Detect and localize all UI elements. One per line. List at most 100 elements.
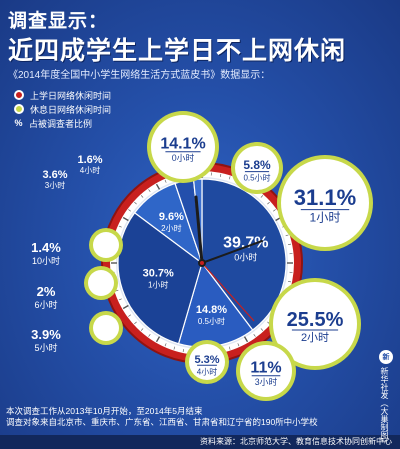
- holiday-bubble-body: [93, 315, 119, 341]
- clock-tick: [164, 179, 167, 183]
- legend-item-holiday: 休息日网络休闲时间: [14, 102, 111, 116]
- clock-tick: [118, 225, 122, 228]
- holiday-hours-label: 0小时: [172, 152, 195, 163]
- school-hours-label: 0.5小时: [198, 316, 225, 326]
- clock-tick: [122, 216, 129, 222]
- xinhua-logo-icon: 新: [379, 350, 393, 364]
- school-hours-label: 1小时: [148, 280, 168, 290]
- holiday-hours-label: 0.5小时: [243, 173, 270, 183]
- clock-tick: [173, 346, 176, 350]
- holiday-value-label-outside: 2%: [37, 284, 56, 299]
- holiday-hours-label: 1小时: [310, 211, 341, 225]
- headline: 近四成学生上学日不上网休闲: [8, 37, 347, 65]
- holiday-hours-label-outside: 5小时: [34, 342, 57, 353]
- holiday-bubble-body: [273, 282, 357, 366]
- clock-tick: [260, 195, 264, 198]
- legend-label-percent: 占被调查者比例: [29, 118, 93, 129]
- credit: 新 新华社发（大巢制图）: [378, 350, 394, 447]
- school-hours-label: 0小时: [234, 251, 257, 262]
- holiday-hours-label-outside: 10小时: [32, 255, 60, 266]
- legend-label-holiday: 休息日网络休闲时间: [30, 104, 112, 115]
- clock-tick: [118, 298, 122, 301]
- clock-tick: [285, 234, 289, 237]
- school-hours-label: 2小时: [161, 223, 181, 233]
- holiday-value-label-outside: 3.9%: [31, 327, 61, 342]
- holiday-bubble-body: [240, 345, 292, 397]
- clock-tick: [155, 183, 161, 190]
- holiday-hours-label-outside: 6小时: [34, 299, 57, 310]
- clock-tick: [228, 346, 231, 350]
- holiday-value-label: 11%: [250, 360, 281, 377]
- credit-text: 新华社发（大巢制图）: [380, 367, 389, 447]
- holiday-bubble-body: [88, 270, 114, 296]
- holiday-hours-label: 4小时: [197, 366, 217, 376]
- clock-tick: [155, 336, 161, 343]
- clock-tick: [148, 334, 151, 337]
- holiday-bubble: 31.1%1小时: [277, 155, 373, 251]
- clock-tick: [134, 201, 137, 205]
- holiday-bubble-body: [151, 115, 215, 179]
- holiday-bubble-body: [189, 344, 225, 380]
- clock-tick: [182, 349, 184, 353]
- clock-tick: [140, 328, 144, 331]
- school-value-label: 9.6%: [159, 211, 184, 223]
- subtitle: 《2014年度全国中小学生网络生活方式蓝皮书》数据显示：: [8, 70, 271, 81]
- clock-tick: [228, 176, 231, 180]
- clock-tick: [260, 328, 264, 331]
- wedge-school-0小时: [201, 178, 287, 331]
- school-value-label: 39.7%: [223, 234, 268, 251]
- clock-tick: [220, 173, 222, 177]
- legend-label-school-day: 上学日网络休闲时间: [30, 90, 112, 101]
- legend: 上学日网络休闲时间 休息日网络休闲时间 % 占被调查者比例: [14, 88, 111, 130]
- legend-item-school-day: 上学日网络休闲时间: [14, 88, 111, 102]
- holiday-bubble: 25.5%2小时: [269, 278, 361, 370]
- clock-hand-second: [201, 262, 255, 322]
- clock-tick: [288, 281, 292, 283]
- clock-hand-minute: [201, 240, 263, 264]
- clock-tick: [134, 321, 137, 325]
- holiday-value-label: 5.3%: [194, 354, 219, 366]
- holiday-value-label: 5.8%: [243, 158, 271, 172]
- school-hours-label-outside: 3小时: [45, 180, 65, 190]
- clock-tick: [253, 334, 256, 337]
- holiday-bubble: 14.1%0小时: [147, 111, 219, 183]
- holiday-bubble: 5.3%4小时: [185, 340, 229, 384]
- school-value-label: 14.8%: [196, 304, 227, 316]
- clock-tick: [128, 314, 131, 317]
- holiday-hours-label: 2小时: [301, 331, 329, 344]
- school-day-wedges: 39.7%0小时 14.8%0.5小时 30.7%1小时 9.6%2小时: [117, 178, 287, 348]
- wedge-school-1小时: [117, 211, 203, 345]
- footnote: 本次调查工作从2013年10月开始，至2014年5月结束 调查对象来自北京市、重…: [6, 406, 318, 428]
- clock-tick: [288, 243, 292, 245]
- green-ring-icon: [14, 104, 24, 114]
- clock-center-dot: [200, 261, 204, 265]
- school-value-label-outside: 1.6%: [77, 154, 102, 166]
- legend-item-percent: % 占被调查者比例: [14, 116, 111, 130]
- clock-tick: [140, 195, 144, 198]
- holiday-bubble: 5.8%0.5小时: [231, 142, 283, 194]
- clock-tick: [148, 189, 151, 192]
- source-line: 资料来源：北京师范大学、教育信息技术协同创新中心: [0, 435, 400, 449]
- holiday-bubble: [84, 266, 118, 300]
- holiday-value-label-outside: 1.4%: [31, 240, 61, 255]
- school-hours-label-outside: 4小时: [80, 165, 100, 175]
- holiday-bubble: [89, 311, 123, 345]
- clock-tick: [128, 209, 131, 212]
- holiday-bubble-body: [235, 146, 279, 190]
- school-value-label: 30.7%: [143, 268, 174, 280]
- holiday-bubbles: 14.1%0小时5.8%0.5小时31.1%1小时25.5%2小时11%3小时5…: [84, 111, 373, 401]
- footnote-line-2: 调查对象来自北京市、重庆市、广东省、江西省、甘肃省和辽宁省的190所中小学校: [6, 417, 318, 427]
- footnote-line-1: 本次调查工作从2013年10月开始，至2014年5月结束: [6, 406, 203, 416]
- school-value-label-outside: 3.6%: [42, 169, 67, 181]
- holiday-bubble-body: [281, 159, 369, 247]
- clock-hand-hour: [194, 195, 204, 265]
- clock-tick: [267, 201, 270, 205]
- holiday-value-label: 25.5%: [287, 309, 344, 331]
- page-title: 调查显示：: [8, 11, 109, 32]
- clock-tick: [273, 209, 276, 212]
- clock-tick: [122, 304, 129, 310]
- clock-tick: [237, 343, 240, 347]
- holiday-bubble-body: [93, 232, 119, 258]
- holiday-bubble: 11%3小时: [236, 341, 296, 401]
